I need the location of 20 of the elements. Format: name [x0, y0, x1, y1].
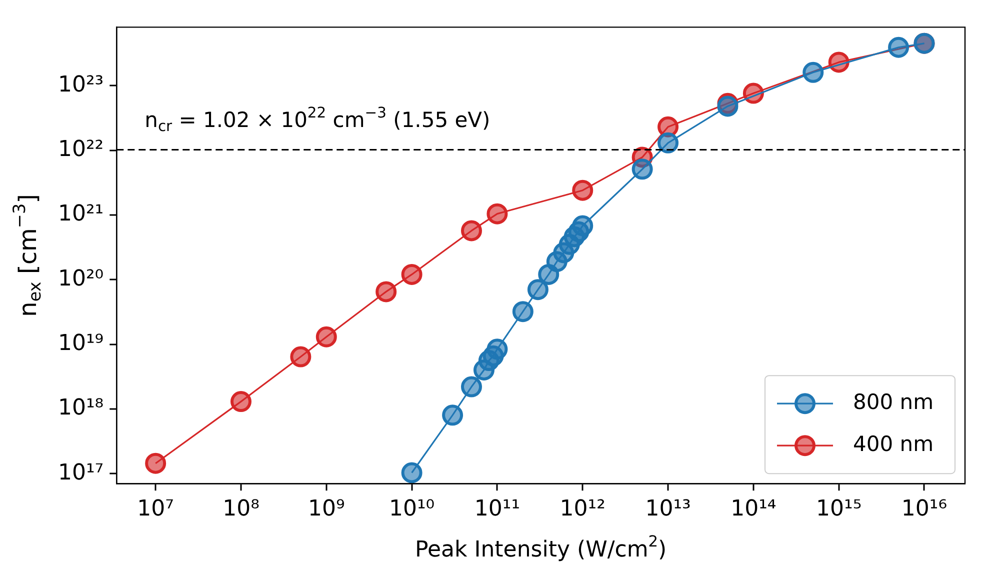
legend-label: 800 nm	[853, 390, 934, 414]
x-tick-label: 10¹⁰	[388, 496, 435, 522]
y-tick-label: 10²²	[58, 136, 104, 162]
y-tick-label: 10¹⁸	[58, 396, 104, 421]
y-tick-label: 10²⁰	[58, 266, 104, 292]
y-axis-title: nex [cm−3]	[9, 194, 44, 317]
y-tick-label: 10²³	[58, 72, 104, 98]
y-tick-label: 10¹⁹	[58, 330, 104, 356]
x-tick-label: 10¹²	[560, 496, 606, 522]
x-tick-label: 10¹¹	[474, 496, 520, 522]
x-tick-label: 10⁷	[137, 496, 174, 522]
x-tick-label: 10¹⁵	[816, 496, 862, 522]
y-tick-label: 10²¹	[58, 202, 104, 227]
x-tick-label: 10¹⁴	[730, 496, 776, 522]
legend-label: 400 nm	[853, 432, 934, 456]
x-tick-label: 10¹⁶	[901, 496, 948, 522]
x-tick-label: 10⁹	[308, 496, 345, 522]
x-tick-label: 10¹³	[645, 496, 691, 522]
x-tick-label: 10⁸	[222, 496, 260, 522]
y-tick-label: 10¹⁷	[58, 460, 104, 486]
